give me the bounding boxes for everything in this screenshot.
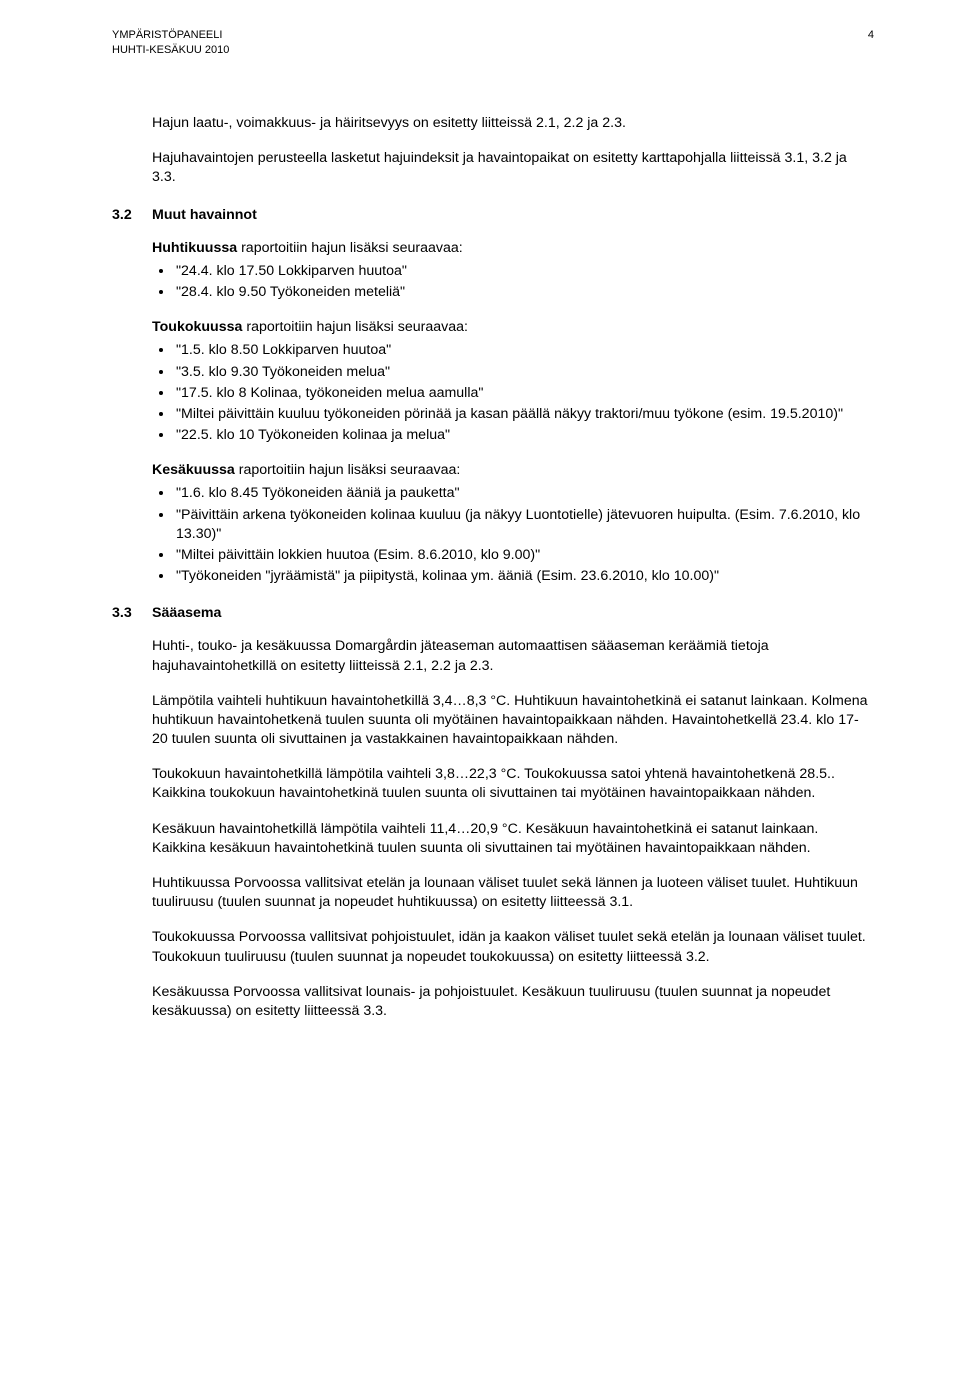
list-item: "1.6. klo 8.45 Työkoneiden ääniä ja pauk…: [174, 484, 874, 503]
touko-intro-rest: raportoitiin hajun lisäksi seuraavaa:: [242, 319, 468, 335]
intro-p1: Hajun laatu-, voimakkuus- ja häiritsevyy…: [152, 114, 874, 133]
list-item: "Päivittäin arkena työkoneiden kolinaa k…: [174, 506, 874, 544]
section-3-3-heading: 3.3 Sääasema: [112, 604, 874, 623]
body-paragraph: Lämpötila vaihteli huhtikuun havaintohet…: [152, 692, 874, 750]
header-left: YMPÄRISTÖPANEELI HUHTI-KESÄKUU 2010: [112, 28, 229, 58]
list-item: "28.4. klo 9.50 Työkoneiden meteliä": [174, 283, 874, 302]
document-page: YMPÄRISTÖPANEELI HUHTI-KESÄKUU 2010 4 Ha…: [0, 0, 960, 1394]
list-item: "22.5. klo 10 Työkoneiden kolinaa ja mel…: [174, 426, 874, 445]
body-paragraph: Huhtikuussa Porvoossa vallitsivat etelän…: [152, 874, 874, 912]
section-number: 3.2: [112, 206, 152, 225]
body-paragraph: Toukokuun havaintohetkillä lämpötila vai…: [152, 765, 874, 803]
kesa-intro: Kesäkuussa raportoitiin hajun lisäksi se…: [152, 461, 874, 480]
huhti-intro: Huhtikuussa raportoitiin hajun lisäksi s…: [152, 239, 874, 258]
touko-list: "1.5. klo 8.50 Lokkiparven huutoa" "3.5.…: [152, 341, 874, 445]
list-item: "Miltei päivittäin lokkien huutoa (Esim.…: [174, 546, 874, 565]
kesa-list: "1.6. klo 8.45 Työkoneiden ääniä ja pauk…: [152, 484, 874, 586]
list-item: "1.5. klo 8.50 Lokkiparven huutoa": [174, 341, 874, 360]
intro-block: Hajun laatu-, voimakkuus- ja häiritsevyy…: [152, 114, 874, 188]
huhti-list: "24.4. klo 17.50 Lokkiparven huutoa" "28…: [152, 262, 874, 302]
list-item: "Työkoneiden "jyräämistä" ja piipitystä,…: [174, 567, 874, 586]
huhti-intro-rest: raportoitiin hajun lisäksi seuraavaa:: [237, 240, 463, 256]
list-item: "Miltei päivittäin kuuluu työkoneiden pö…: [174, 405, 874, 424]
body-paragraph: Kesäkuun havaintohetkillä lämpötila vaih…: [152, 820, 874, 858]
header-line1: YMPÄRISTÖPANEELI: [112, 28, 229, 43]
header-line2: HUHTI-KESÄKUU 2010: [112, 43, 229, 58]
kesa-intro-rest: raportoitiin hajun lisäksi seuraavaa:: [235, 462, 461, 478]
section-title: Muut havainnot: [152, 206, 257, 225]
section-3-3-body: Huhti-, touko- ja kesäkuussa Domargårdin…: [152, 637, 874, 1021]
intro-p2: Hajuhavaintojen perusteella lasketut haj…: [152, 149, 874, 187]
section-3-2-heading: 3.2 Muut havainnot: [112, 206, 874, 225]
section-number: 3.3: [112, 604, 152, 623]
list-item: "24.4. klo 17.50 Lokkiparven huutoa": [174, 262, 874, 281]
body-paragraph: Toukokuussa Porvoossa vallitsivat pohjoi…: [152, 928, 874, 966]
body-paragraph: Huhti-, touko- ja kesäkuussa Domargårdin…: [152, 637, 874, 675]
touko-intro-bold: Toukokuussa: [152, 319, 242, 335]
body-paragraph: Kesäkuussa Porvoossa vallitsivat lounais…: [152, 983, 874, 1021]
section-title: Sääasema: [152, 604, 221, 623]
section-3-2-body: Huhtikuussa raportoitiin hajun lisäksi s…: [152, 239, 874, 587]
list-item: "17.5. klo 8 Kolinaa, työkoneiden melua …: [174, 384, 874, 403]
huhti-intro-bold: Huhtikuussa: [152, 240, 237, 256]
kesa-intro-bold: Kesäkuussa: [152, 462, 235, 478]
content: Hajun laatu-, voimakkuus- ja häiritsevyy…: [112, 114, 874, 1021]
touko-intro: Toukokuussa raportoitiin hajun lisäksi s…: [152, 318, 874, 337]
list-item: "3.5. klo 9.30 Työkoneiden melua": [174, 363, 874, 382]
page-number: 4: [868, 28, 874, 43]
